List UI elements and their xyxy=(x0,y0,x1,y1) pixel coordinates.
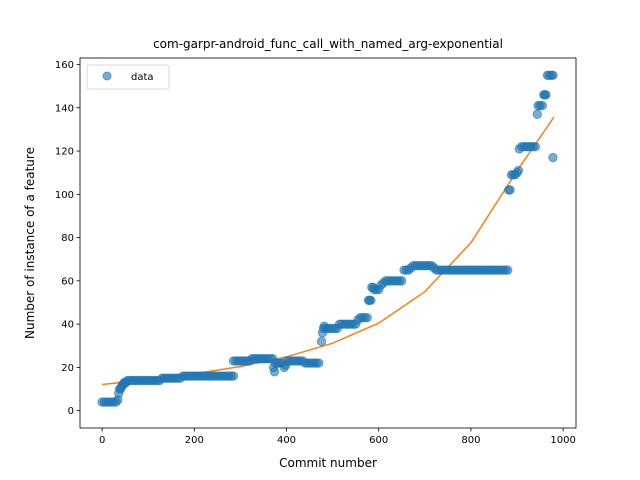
data-point xyxy=(362,312,372,323)
data-point xyxy=(537,100,548,111)
data-point xyxy=(269,367,280,377)
data-point xyxy=(316,336,327,347)
data-point xyxy=(541,90,551,100)
y-tick-label: 140 xyxy=(55,103,74,114)
data-point xyxy=(548,152,558,163)
y-tick-label: 120 xyxy=(55,147,74,158)
legend-label-data: data xyxy=(131,72,154,83)
y-tick-label: 40 xyxy=(61,320,74,331)
data-point xyxy=(530,142,541,152)
data-point xyxy=(314,358,324,368)
legend-box xyxy=(86,64,170,90)
y-tick-label: 80 xyxy=(61,233,74,244)
chart-title: com-garpr-android_func_call_with_named_a… xyxy=(153,37,503,51)
data-point xyxy=(503,265,513,275)
x-tick-label: 200 xyxy=(185,435,204,446)
legend: data xyxy=(86,64,170,90)
y-tick-label: 60 xyxy=(61,276,74,287)
y-tick-label: 20 xyxy=(61,363,74,374)
x-tick-label: 0 xyxy=(99,435,105,446)
y-tick-label: 100 xyxy=(55,190,74,201)
x-tick-label: 1000 xyxy=(550,435,575,446)
data-point xyxy=(505,185,515,195)
data-point xyxy=(397,276,407,286)
plot-area xyxy=(79,57,577,429)
y-tick-label: 0 xyxy=(68,406,74,417)
data-point xyxy=(366,295,376,306)
x-axis-label: Commit number xyxy=(279,456,377,470)
x-tick-label: 600 xyxy=(369,435,388,446)
legend-marker-data xyxy=(102,71,112,81)
x-tick-label: 800 xyxy=(461,435,480,446)
data-point xyxy=(548,70,558,81)
y-tick-label: 160 xyxy=(55,60,74,71)
data-point xyxy=(532,109,542,119)
axes-frame xyxy=(79,57,577,429)
y-axis: 0 20 40 60 80 100 120 140 160 xyxy=(55,60,80,417)
data-point xyxy=(228,371,239,381)
x-tick-label: 400 xyxy=(277,435,296,446)
y-axis-label: Number of instance of a feature xyxy=(23,147,37,339)
points-layer xyxy=(97,70,558,407)
data-point xyxy=(513,165,524,176)
x-axis: 0 200 400 600 800 1000 xyxy=(99,428,576,446)
